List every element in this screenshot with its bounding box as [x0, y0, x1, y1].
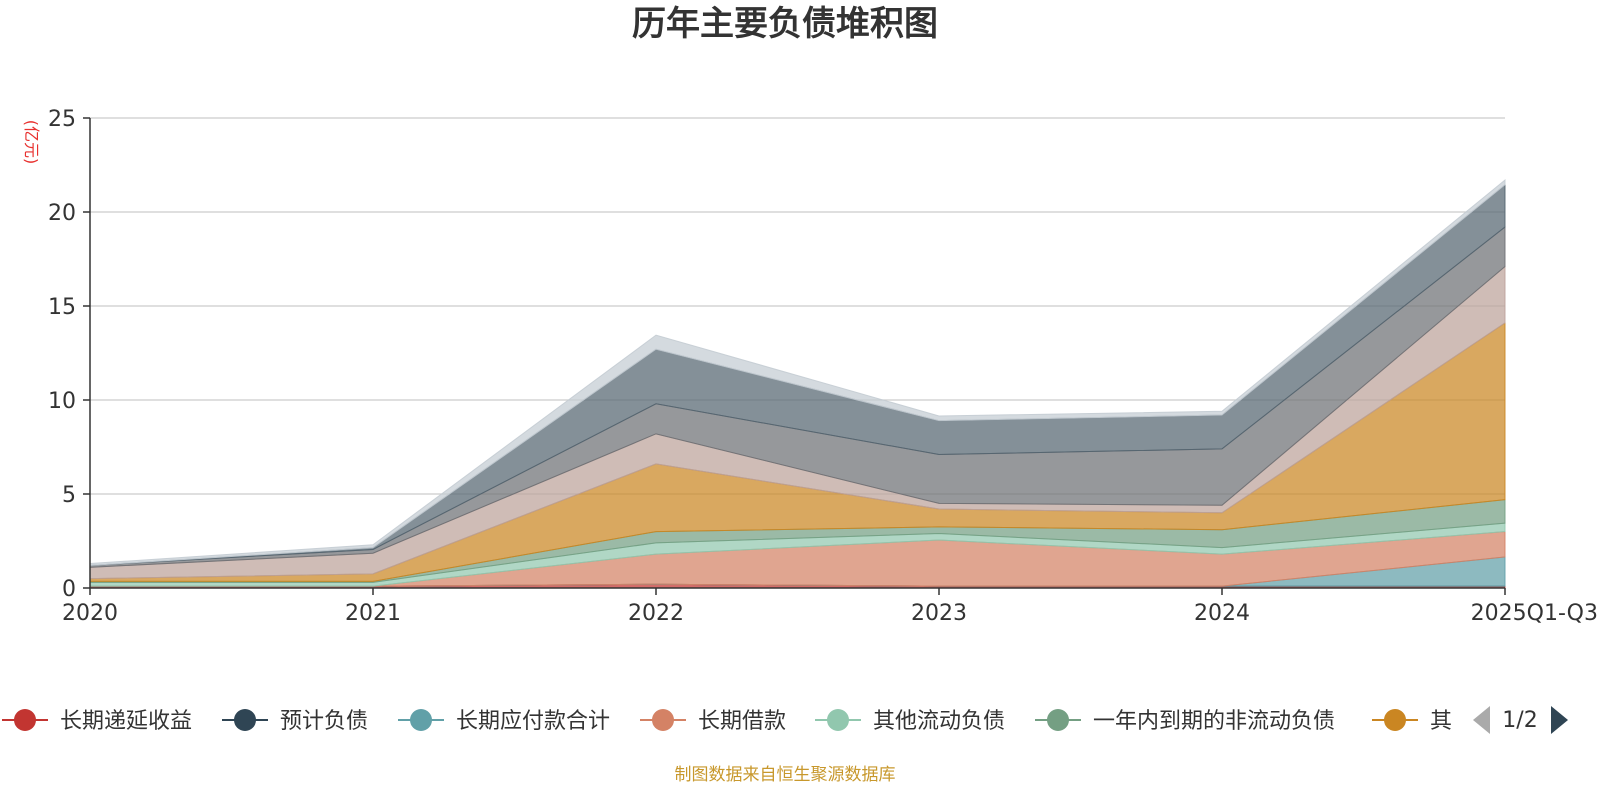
legend-label-0: 长期递延收益 — [60, 709, 192, 734]
chart-title: 历年主要负债堆积图 — [632, 4, 938, 44]
legend-item-3[interactable]: 长期借款 — [640, 709, 786, 734]
stacked-areas — [89, 178, 1506, 589]
legend-label-2: 长期应付款合计 — [456, 709, 610, 734]
legend-page-indicator: 1/2 — [1502, 708, 1537, 733]
legend-label-5: 一年内到期的非流动负债 — [1093, 709, 1335, 734]
legend-marker-2 — [410, 709, 432, 731]
legend-prev-page-icon[interactable] — [1473, 706, 1490, 734]
legend-item-1[interactable]: 预计负债 — [222, 709, 368, 734]
y-tick-label-1: 5 — [62, 483, 76, 508]
legend-marker-6 — [1384, 709, 1406, 731]
x-tick-label-0: 2020 — [62, 601, 118, 626]
x-tick-label-4: 2024 — [1194, 601, 1250, 626]
legend-marker-5 — [1047, 709, 1069, 731]
legend-marker-1 — [234, 709, 256, 731]
y-tick-label-3: 15 — [48, 295, 76, 320]
y-axis-unit-label: (亿元) — [22, 120, 41, 165]
legend-item-0[interactable]: 长期递延收益 — [2, 709, 192, 734]
legend-item-6[interactable]: 其 — [1372, 709, 1452, 734]
legend-item-2[interactable]: 长期应付款合计 — [398, 709, 610, 734]
x-tick-label-2: 2022 — [628, 601, 684, 626]
area-series-10 — [89, 178, 1506, 566]
legend-label-1: 预计负债 — [280, 709, 368, 734]
legend-marker-0 — [14, 709, 36, 731]
legend-pager: 1/2 — [1473, 706, 1568, 734]
y-tick-label-2: 10 — [48, 389, 76, 414]
x-tick-label-5: 2025Q1-Q3 — [1471, 601, 1598, 626]
x-tick-label-1: 2021 — [345, 601, 401, 626]
legend: 长期递延收益 预计负债 长期应付款合计 长期借款 其他流动负债 一年内到期的非流动负债 其 1… — [2, 706, 1568, 734]
legend-label-6: 其 — [1430, 709, 1452, 734]
legend-marker-3 — [652, 709, 674, 731]
x-tick-label-3: 2023 — [911, 601, 967, 626]
legend-marker-4 — [827, 709, 849, 731]
legend-item-5[interactable]: 一年内到期的非流动负债 — [1035, 709, 1335, 734]
legend-next-page-icon[interactable] — [1551, 706, 1568, 734]
axes: 0 5 10 15 20 25 2020 2021 2022 2023 2024 2025Q1-Q3 — [48, 107, 1598, 626]
y-tick-label-4: 20 — [48, 201, 76, 226]
y-tick-label-0: 0 — [62, 577, 76, 602]
legend-label-3: 长期借款 — [698, 709, 786, 734]
legend-label-4: 其他流动负债 — [873, 709, 1005, 734]
source-note: 制图数据来自恒生聚源数据库 — [675, 765, 896, 785]
legend-item-4[interactable]: 其他流动负债 — [815, 709, 1005, 734]
y-tick-label-5: 25 — [48, 107, 76, 132]
